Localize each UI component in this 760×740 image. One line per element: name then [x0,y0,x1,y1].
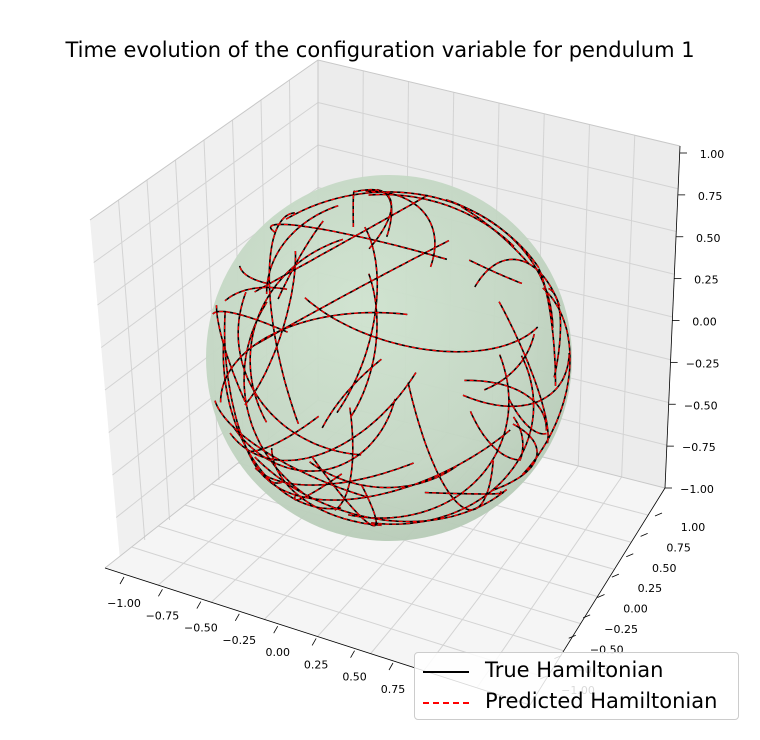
predicted-trajectory [309,461,457,489]
sphere-surface [206,175,572,541]
z-axis-tick-label: 0.75 [698,190,723,203]
x-axis-tick-label: −0.50 [184,622,218,635]
right-pane-grid-line [577,124,590,467]
y-axis-tick [582,614,591,619]
z-axis-tick-label: −0.50 [684,399,718,412]
predicted-trajectory [267,429,511,501]
predicted-trajectory [249,238,344,423]
x-axis-tick [119,576,125,585]
z-axis-tick-label: 0.25 [694,274,719,287]
predicted-trajectory [474,258,561,307]
y-axis-tick-label: 0.25 [638,582,663,595]
right-pane-grid-line [621,135,636,478]
x-axis-tick-label: 0.50 [342,671,367,684]
x-axis-tick [196,601,202,609]
y-axis-tick-label: 0.75 [666,541,691,554]
x-axis-tick-label: 0.25 [304,658,329,671]
predicted-trajectory [464,379,547,431]
tick-marks [119,152,687,680]
predicted-trajectory [224,286,288,302]
predicted-trajectory [254,462,414,486]
x-axis-tick-label: −0.25 [222,634,256,647]
y-axis-tick [640,533,648,537]
predicted-trajectory [293,473,343,501]
y-axis-tick-label: 0.50 [652,562,677,575]
predicted-trajectory [468,259,523,284]
predicted-trajectory [350,273,378,417]
predicted-trajectory [229,372,417,462]
predicted-trajectory [407,382,494,511]
predicted-trajectory [462,352,570,407]
predicted-trajectory [220,312,408,403]
predicted-trajectory [237,291,362,456]
x-axis-tick [234,613,240,622]
y-axis-tick [597,594,605,598]
z-axis-tick-label: 1.00 [700,148,725,161]
x-axis-tick [273,625,279,634]
legend-label-true: True Hamiltonian [485,658,664,682]
predicted-trajectory [239,265,267,284]
predicted-trajectory [222,339,342,510]
y-axis-tick [626,553,634,558]
x-axis-tick-label: −1.00 [107,597,141,610]
z-axis-tick-label: 0.50 [696,232,721,245]
predicted-trajectory [513,416,524,460]
predicted-trajectory [269,223,448,260]
true-trajectory [254,194,428,293]
z-axis-tick-label: −0.25 [686,357,720,370]
floor-grid-line [423,465,579,672]
legend-swatch-true [423,671,469,673]
predicted-trajectory [445,199,540,269]
chart-title: Time evolution of the configuration vari… [65,38,695,62]
z-axis-line [664,145,681,489]
z-axis-tick-label: −1.00 [680,483,714,496]
legend: True Hamiltonian Predicted Hamiltonian [414,652,739,720]
predicted-trajectory [483,333,535,391]
predicted-trajectory [321,358,382,429]
x-axis-tick-label: 0.75 [381,683,406,696]
predicted-trajectory [348,354,510,519]
predicted-trajectory [232,398,396,472]
x-axis-tick [311,638,317,646]
trajectory-curves [212,188,571,527]
predicted-trajectory [368,193,515,247]
legend-swatch-predicted [423,702,469,704]
predicted-trajectory [268,212,299,425]
predicted-trajectory [521,287,571,476]
predicted-trajectory [244,250,297,406]
predicted-trajectory [277,220,324,300]
predicted-trajectory [365,190,436,268]
x-axis-tick-label: −0.75 [146,609,180,622]
y-axis-tick-label: −0.25 [604,623,638,636]
predicted-trajectory [212,310,288,333]
true-trajectory [508,398,547,435]
predicted-trajectory [255,240,450,346]
predicted-trajectory [538,268,557,386]
predicted-trajectory [266,205,339,294]
predicted-trajectory [352,190,355,227]
z-axis-tick-label: −0.75 [682,441,716,454]
y-axis-tick [654,512,663,517]
predicted-trajectory [271,448,382,526]
y-axis-tick-label: 0.00 [623,603,648,616]
x-axis-tick [388,662,394,671]
predicted-trajectory [353,189,392,250]
predicted-trajectory [215,305,246,402]
predicted-trajectory [469,411,521,461]
x-axis-tick [350,650,355,658]
predicted-trajectory [304,297,539,353]
y-axis-tick-label: 1.00 [681,521,706,534]
z-axis-tick-label: 0.00 [692,316,717,329]
y-axis-tick [568,634,576,639]
y-axis-tick [611,573,620,578]
predicted-trajectory [247,415,320,452]
predicted-trajectory [214,400,368,498]
x-axis-tick-label: 0.00 [265,646,290,659]
predicted-trajectory [334,407,354,511]
legend-label-predicted: Predicted Hamiltonian [485,689,718,713]
predicted-trajectory [498,301,549,444]
x-axis-tick [158,589,163,597]
